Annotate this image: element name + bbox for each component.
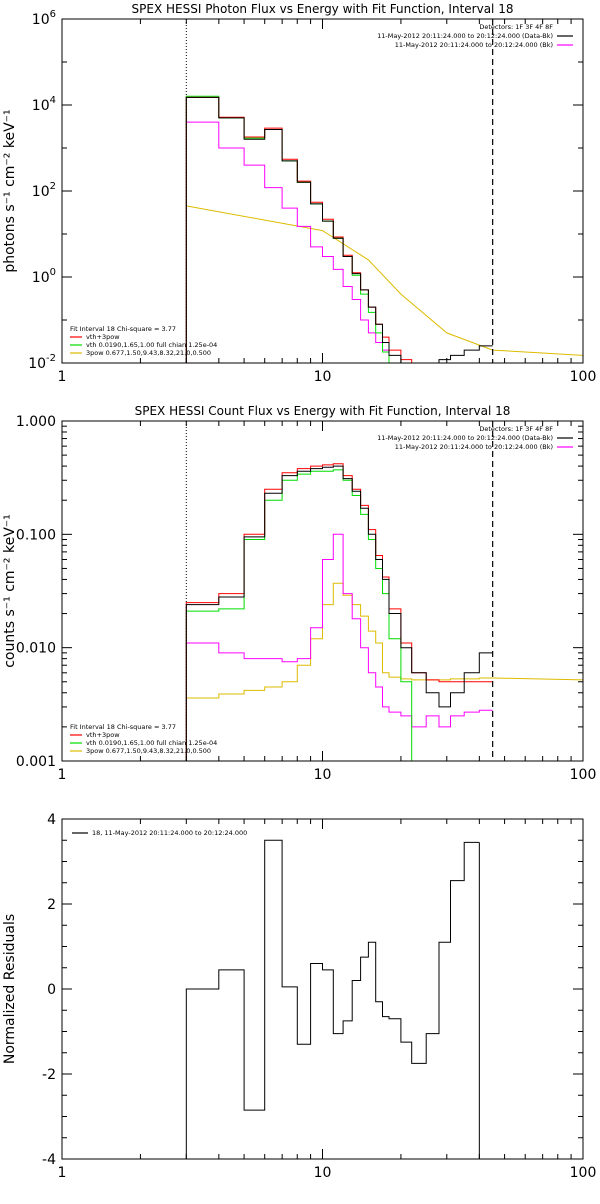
legend-entry: 18, 11-May-2012 20:11:24.000 to 20:12:24… [92, 829, 247, 837]
plot-frame [61, 18, 584, 364]
series-vth-3pow-line [185, 463, 493, 761]
y-tick-label: 104 [32, 95, 56, 114]
series-vth-3pow-line [185, 96, 493, 363]
y-tick-label: 100 [32, 267, 56, 286]
series-3pow-line [186, 205, 583, 356]
legend-entry: Detectors: 1F 3F 4F 8F [479, 23, 553, 31]
plot-data [185, 421, 583, 761]
legend-entry: 11-May-2012 20:11:24.000 to 20:12:24.000… [395, 41, 553, 49]
y-tick-label: 0.010 [16, 641, 56, 657]
y-tick-label: 0 [47, 982, 56, 998]
plot-data [185, 19, 583, 363]
legend-entry: 11-May-2012 20:11:24.000 to 20:12:24.000… [377, 434, 553, 442]
legend-entry: 3pow 0.677,1.50,9.43,8.32,21.0,0.500 [86, 747, 211, 755]
chart-title: SPEX HESSI Count Flux vs Energy with Fit… [135, 404, 511, 418]
series-data-bk-line [185, 465, 493, 761]
plot-frame [61, 818, 584, 1160]
series-data-bk-line [185, 96, 493, 363]
chart-title: SPEX HESSI Photon Flux vs Energy with Fi… [132, 2, 514, 16]
series-3pow-extension [492, 677, 583, 681]
x-tick-label: 100 [570, 767, 597, 783]
chart-panel-2: 1 10 100 0.001 0.010 0.100 1.000 SPEX HESSI Cou… [2, 404, 596, 783]
y-tick-label: 2 [47, 897, 56, 913]
series-vth-line [185, 469, 413, 761]
y-tick-label: 0.001 [16, 754, 56, 770]
series-bk-line [185, 533, 493, 761]
y-tick-label: 10-2 [28, 353, 56, 372]
y-tick-label: 102 [32, 181, 56, 200]
legend-entry: vth 0.0190,1.65,1.00 full chian 1.25e-04 [86, 341, 217, 349]
y-tick-label: -2 [42, 1067, 56, 1083]
series-vth-line [185, 95, 390, 363]
series-3pow-line [185, 582, 493, 761]
x-tick-label: 1 [58, 767, 67, 783]
legend-entry: Fit Interval 18 Chi-square = 3.77 [70, 325, 176, 333]
chart-panel-3: 1 10 100 -4 -2 0 2 4 Normalized Residuals 18, 11-… [2, 812, 596, 1181]
legend-entry: 3pow 0.677,1.50,9.43,8.32,21.0,0.500 [86, 349, 211, 357]
legend-entry: vth+3pow [86, 731, 120, 739]
y-axis-label: photons s⁻¹ cm⁻² keV⁻¹ [2, 109, 18, 272]
legend-entry: 11-May-2012 20:11:24.000 to 20:12:24.000… [395, 443, 553, 451]
x-tick-label: 1 [58, 369, 67, 385]
x-tick-label: 100 [570, 1165, 597, 1181]
x-tick-label: 10 [314, 369, 332, 385]
legend-entry: Fit Interval 18 Chi-square = 3.77 [70, 723, 176, 731]
x-tick-label: 10 [314, 1165, 332, 1181]
plot-data [185, 839, 480, 1159]
y-tick-label: 1.000 [16, 414, 56, 430]
legend-entry: vth 0.0190,1.65,1.00 full chian 1.25e-04 [86, 739, 217, 747]
x-tick-label: 10 [314, 767, 332, 783]
y-tick-label: -4 [42, 1152, 56, 1168]
legend-entry: Detectors: 1F 3F 4F 8F [479, 425, 553, 433]
y-axis-label: counts s⁻¹ cm⁻² keV⁻¹ [2, 514, 18, 668]
legend-entry: 11-May-2012 20:11:24.000 to 20:12:24.000… [377, 32, 553, 40]
series-residuals-line [185, 839, 480, 1159]
chart-panel-1: 1 10 100 10-2 100 102 104 106 SPEX HESSI Photon … [2, 2, 596, 385]
y-tick-label: 0.100 [16, 527, 56, 543]
legend-entry: vth+3pow [86, 333, 120, 341]
x-tick-label: 100 [570, 369, 597, 385]
y-tick-label: 4 [47, 812, 56, 828]
y-tick-label: 106 [32, 9, 56, 28]
y-axis-label: Normalized Residuals [2, 914, 18, 1064]
series-bk-line [185, 121, 402, 363]
x-tick-label: 1 [58, 1165, 67, 1181]
